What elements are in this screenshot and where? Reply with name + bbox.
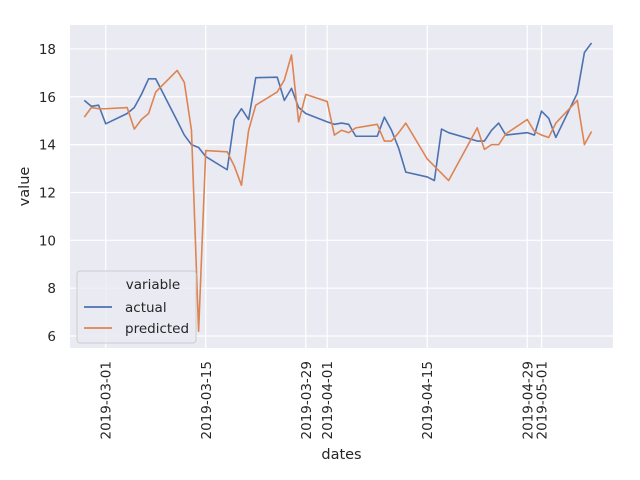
- y-axis-label: value: [17, 167, 33, 207]
- y-tick-label: 6: [47, 329, 56, 345]
- y-tick-label: 18: [39, 42, 56, 58]
- y-axis-ticks: 6 8 10 12 14 16 18: [39, 42, 56, 345]
- x-tick-label: 2019-05-01: [535, 361, 551, 439]
- x-tick-label: 2019-04-01: [320, 361, 336, 439]
- x-tick-label: 2019-03-29: [299, 361, 315, 439]
- series-line-actual: [83, 42, 593, 182]
- y-tick-label: 10: [39, 233, 56, 249]
- x-tick-label: 2019-04-29: [520, 361, 536, 439]
- y-tick-label: 14: [39, 138, 56, 154]
- x-tick-label: 2019-03-15: [199, 361, 215, 439]
- x-tick-label: 2019-04-15: [420, 361, 436, 439]
- y-tick-label: 8: [47, 281, 56, 297]
- x-axis-ticks: 2019-03-01 2019-03-15 2019-03-29 2019-04-01…: [99, 361, 551, 439]
- legend-entries: actual predicted: [84, 300, 189, 337]
- series-line-predicted: [83, 54, 593, 333]
- x-axis-label: dates: [321, 447, 361, 463]
- series-lines: [83, 42, 593, 333]
- legend-box: [76, 270, 197, 344]
- y-tick-label: 16: [39, 90, 56, 106]
- x-tick-label: 2019-03-01: [99, 361, 115, 439]
- y-tick-label: 12: [39, 185, 56, 201]
- legend-label-actual: actual: [125, 300, 167, 316]
- legend: variable actual predicted: [76, 270, 197, 344]
- grid-lines: [70, 25, 613, 348]
- legend-title: variable: [126, 277, 180, 293]
- legend-label-predicted: predicted: [125, 321, 189, 337]
